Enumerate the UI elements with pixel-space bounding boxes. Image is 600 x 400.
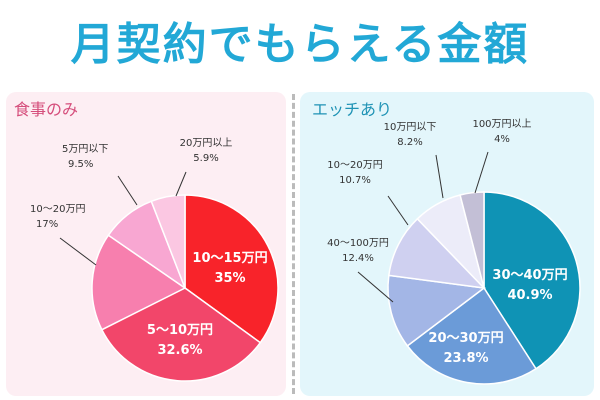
page-title: 月契約でもらえる金額	[70, 19, 530, 70]
left-slice-value-4: 5.9%	[193, 153, 218, 164]
right-slice-label-1: 20〜30万円	[428, 331, 503, 346]
left-leader-line-3	[117, 175, 138, 206]
left-slice-value-0: 35%	[214, 271, 245, 286]
left-slice-label-0: 10〜15万円	[192, 251, 267, 266]
right-slice-value-4: 8.2%	[397, 137, 422, 148]
left-leader-line-4	[175, 171, 187, 197]
right-slice-value-2: 12.4%	[342, 253, 374, 264]
right-pie-slice-1	[406, 286, 537, 385]
left-pie-slice-1	[100, 287, 262, 382]
left-slice-label-4: 20万円以上	[180, 137, 233, 149]
right-leader-line-4	[435, 154, 444, 199]
right-pie-slice-2	[387, 274, 486, 347]
right-slice-label-2: 40〜100万円	[327, 238, 389, 249]
left-slice-value-3: 9.5%	[68, 159, 93, 170]
left-pie-slice-0	[184, 194, 279, 344]
right-slice-label-0: 30〜40万円	[492, 268, 567, 283]
right-leader-line-3	[387, 195, 409, 226]
left-slice-value-1: 32.6%	[157, 343, 202, 358]
left-pie-slice-4	[150, 194, 186, 289]
left-slice-label-2: 10〜20万円	[30, 204, 85, 215]
right-slice-value-0: 40.9%	[507, 288, 552, 303]
dashed-divider	[292, 94, 295, 394]
left-slice-label-3: 5万円以下	[62, 144, 108, 155]
left-slice-label-1: 5〜10万円	[147, 323, 213, 338]
right-leader-line-2	[357, 271, 394, 303]
left-slice-value-2: 17%	[36, 219, 58, 230]
right-slice-label-3: 10〜20万円	[327, 160, 382, 171]
right-slice-value-3: 10.7%	[339, 175, 371, 186]
right-chart-title: エッチあり	[312, 100, 393, 119]
right-leader-line-5	[474, 151, 489, 194]
right-slice-label-5: 100万円以上	[472, 118, 531, 130]
right-slice-value-5: 4%	[494, 134, 510, 145]
left-leader-line-2	[59, 237, 97, 266]
right-slice-label-4: 10万円以下	[384, 122, 437, 133]
right-pie-slice-5	[459, 191, 485, 289]
left-chart-title: 食事のみ	[14, 100, 79, 119]
right-slice-value-1: 23.8%	[443, 351, 488, 366]
left-pie-slice-2	[91, 234, 187, 331]
